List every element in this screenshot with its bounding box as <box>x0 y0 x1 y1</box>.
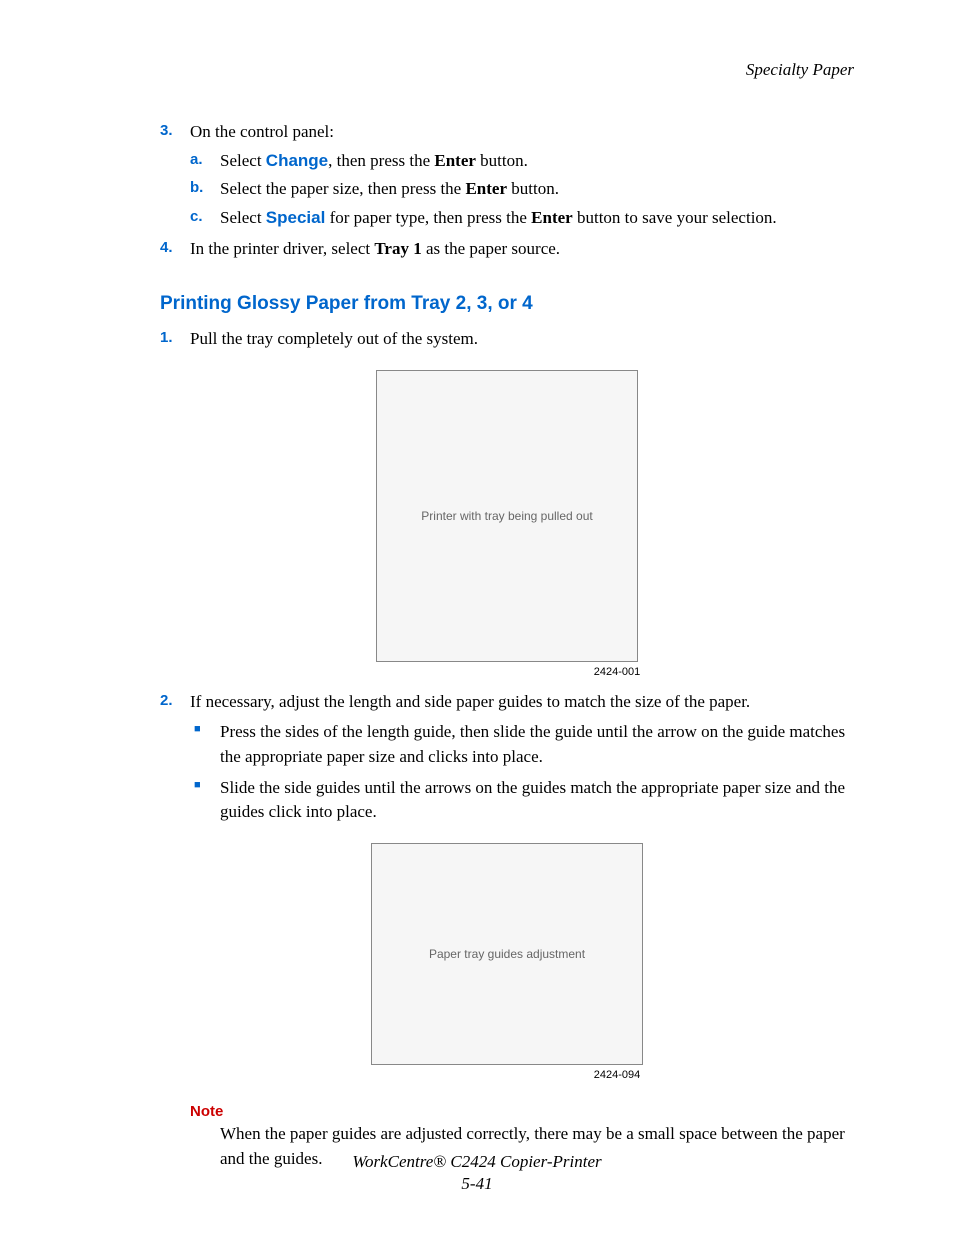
section-step-2-text: If necessary, adjust the length and side… <box>190 692 750 711</box>
section-step-1: Pull the tray completely out of the syst… <box>160 327 854 352</box>
substep-c-keyword-bold: Enter <box>531 208 573 227</box>
substep-c-suffix: button to save your selection. <box>573 208 777 227</box>
substep-b: Select the paper size, then press the En… <box>190 177 854 202</box>
footer-line-2: 5-41 <box>0 1173 954 1195</box>
page: Specialty Paper On the control panel: Se… <box>0 0 954 1235</box>
page-footer: WorkCentre® C2424 Copier-Printer 5-41 <box>0 1151 954 1195</box>
bullet-1: Press the sides of the length guide, the… <box>190 720 854 769</box>
section-steps-list: Pull the tray completely out of the syst… <box>160 327 854 352</box>
section-steps-list-2: If necessary, adjust the length and side… <box>160 690 854 825</box>
step-3: On the control panel: Select Change, the… <box>160 120 854 231</box>
substep-a: Select Change, then press the Enter butt… <box>190 149 854 174</box>
step-4: In the printer driver, select Tray 1 as … <box>160 237 854 262</box>
substep-b-keyword-bold: Enter <box>465 179 507 198</box>
step-3-substeps: Select Change, then press the Enter butt… <box>190 149 854 231</box>
step-4-keyword-bold: Tray 1 <box>374 239 421 258</box>
section-step-2: If necessary, adjust the length and side… <box>160 690 854 825</box>
figure-2-image: Paper tray guides adjustment <box>371 843 643 1065</box>
substep-c-mid: for paper type, then press the <box>325 208 531 227</box>
substep-c: Select Special for paper type, then pres… <box>190 206 854 231</box>
figure-2-wrap: Paper tray guides adjustment 2424-094 <box>160 843 854 1081</box>
substep-b-suffix: button. <box>507 179 559 198</box>
figure-2-caption: 2424-094 <box>160 1069 854 1081</box>
note-heading: Note <box>190 1103 854 1120</box>
step-4-suffix: as the paper source. <box>422 239 560 258</box>
substep-c-prefix: Select <box>220 208 266 227</box>
substep-a-keyword-blue: Change <box>266 151 328 170</box>
page-header: Specialty Paper <box>160 60 854 80</box>
bullet-2: Slide the side guides until the arrows o… <box>190 776 854 825</box>
section-step-1-text: Pull the tray completely out of the syst… <box>190 329 478 348</box>
substep-a-prefix: Select <box>220 151 266 170</box>
footer-line-1: WorkCentre® C2424 Copier-Printer <box>0 1151 954 1173</box>
substep-a-keyword-bold: Enter <box>434 151 476 170</box>
section-heading: Printing Glossy Paper from Tray 2, 3, or… <box>160 293 854 315</box>
section-step-2-bullets: Press the sides of the length guide, the… <box>190 720 854 825</box>
substep-c-keyword-blue: Special <box>266 208 326 227</box>
steps-top-list: On the control panel: Select Change, the… <box>160 120 854 261</box>
figure-1-caption: 2424-001 <box>160 666 854 678</box>
substep-a-mid: , then press the <box>328 151 434 170</box>
figure-1-placeholder-text: Printer with tray being pulled out <box>377 371 637 661</box>
figure-2-placeholder-text: Paper tray guides adjustment <box>372 844 642 1064</box>
figure-1-wrap: Printer with tray being pulled out 2424-… <box>160 370 854 678</box>
substep-b-prefix: Select the paper size, then press the <box>220 179 465 198</box>
step-3-text: On the control panel: <box>190 122 334 141</box>
substep-a-suffix: button. <box>476 151 528 170</box>
figure-1-image: Printer with tray being pulled out <box>376 370 638 662</box>
step-4-prefix: In the printer driver, select <box>190 239 374 258</box>
